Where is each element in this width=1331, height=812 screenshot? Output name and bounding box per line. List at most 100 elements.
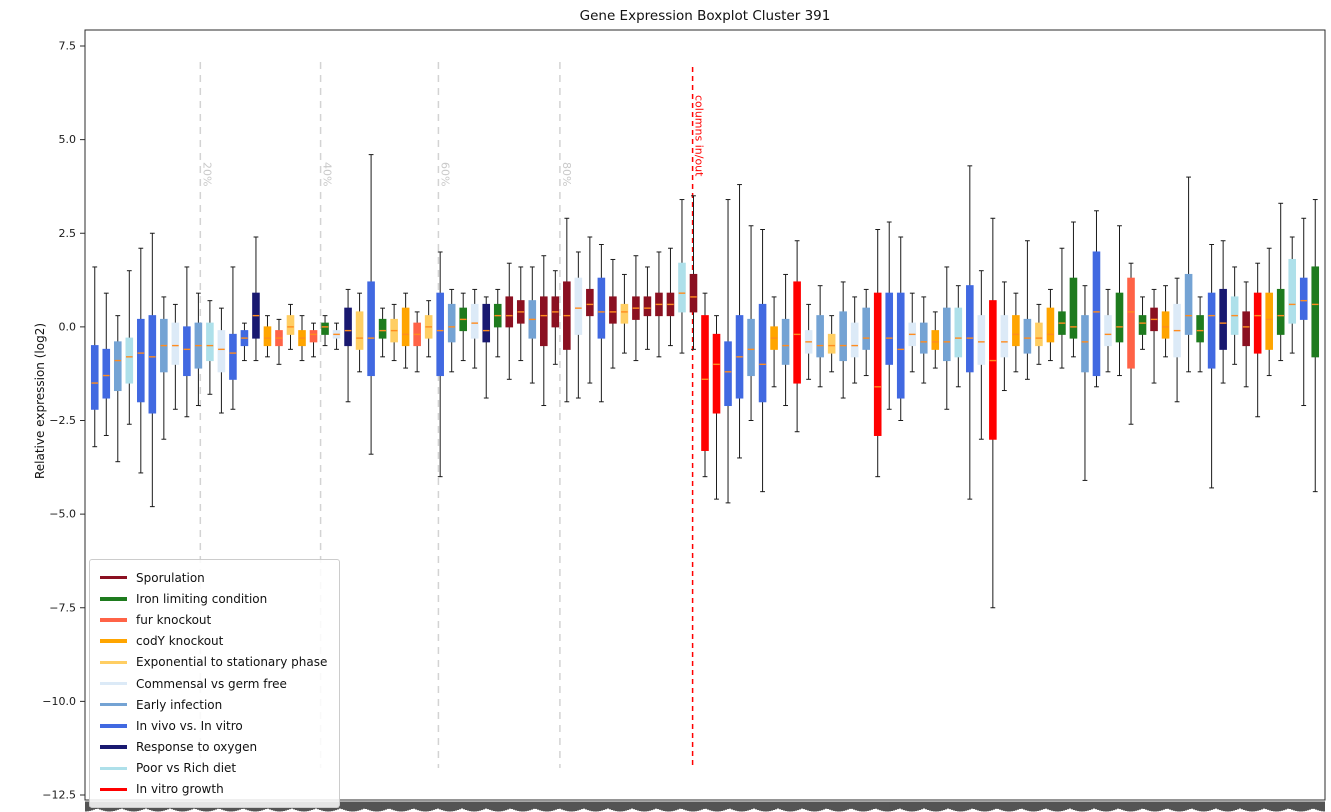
legend-item: Poor vs Rich diet [100, 758, 327, 779]
legend-swatch-icon [100, 575, 127, 580]
boxplot-cody [931, 311, 940, 369]
legend-label: Iron limiting condition [136, 591, 268, 606]
legend-swatch-icon [100, 724, 127, 728]
y-tick-label: −5.0 [49, 508, 76, 521]
boxplot-iv [102, 292, 111, 436]
boxplot-exp [286, 303, 295, 350]
boxplot-iv [240, 322, 249, 362]
y-tick-label: −7.5 [49, 601, 76, 614]
boxplot-iv [90, 266, 99, 448]
boxplot-iv [1207, 243, 1216, 489]
percent-label: 40% [321, 162, 334, 186]
boxplot-sp [505, 262, 514, 380]
y-tick-label: 2.5 [59, 227, 77, 240]
boxplot-ei [919, 296, 928, 384]
boxplot-ir [1115, 225, 1124, 377]
boxplot-diet [1288, 236, 1297, 354]
boxplot-exp [827, 315, 836, 373]
boxplot-ei [447, 288, 456, 373]
legend-item: Exponential to stationary phase [100, 652, 327, 673]
boxplot-com [1000, 281, 1009, 392]
boxplot-cody [1012, 292, 1020, 373]
legend-swatch-icon [100, 702, 127, 707]
boxplot-ox [344, 288, 352, 403]
y-tick-label: −12.5 [42, 789, 76, 802]
boxplot-fur [413, 311, 421, 373]
boxplot-sp [563, 217, 571, 403]
boxplot-iv [966, 165, 974, 500]
boxplot-vitro [712, 315, 721, 500]
boxplot-ir [1276, 202, 1285, 362]
legend-label: Exponential to stationary phase [136, 655, 328, 670]
boxplot-cody [401, 292, 410, 369]
boxplot-com [332, 322, 341, 350]
boxplot-sp [516, 266, 525, 362]
boxplot-ir [1138, 296, 1147, 350]
boxplot-vitro [873, 229, 882, 478]
boxplot-iv [885, 221, 894, 410]
boxplot-ei [942, 266, 951, 410]
boxplot-ir [321, 315, 329, 347]
boxplot-ox [482, 296, 491, 399]
boxplot-sp [632, 255, 640, 362]
percent-label: 80% [560, 162, 573, 186]
boxplot-ei [747, 225, 755, 421]
legend-item: In vitro growth [100, 779, 327, 800]
x-tick-labels-overlapping [85, 801, 1325, 812]
boxplot-iv [367, 154, 375, 455]
boxplot-cody [263, 315, 272, 358]
boxplot-com [574, 251, 583, 399]
legend-item: Early infection [100, 694, 327, 715]
boxplot-iv [137, 247, 145, 474]
boxplot-ei [113, 315, 122, 463]
boxplot-sp [540, 255, 548, 407]
legend-item: In vivo vs. In vitro [100, 715, 327, 736]
boxplot-com [804, 303, 813, 380]
boxplot-iv [1299, 217, 1308, 407]
legend-swatch-icon [100, 639, 127, 643]
boxplot-exp [620, 273, 629, 354]
legend-swatch-icon [100, 660, 127, 665]
boxplot-iv [148, 232, 157, 508]
boxplot-sp [666, 247, 675, 347]
legend-label: Poor vs Rich diet [136, 761, 237, 776]
boxplot-ei [862, 288, 870, 377]
legend-swatch-icon [100, 766, 127, 771]
boxplot-iv [735, 184, 744, 459]
boxplot-cody [1046, 288, 1055, 362]
legend-label: In vitro growth [136, 782, 224, 797]
boxplot-iv [724, 199, 732, 504]
boxplot-sp [586, 236, 594, 384]
legend-label: In vivo vs. In vitro [136, 718, 243, 733]
legend-item: Sporulation [100, 567, 327, 588]
boxplot-iv [183, 266, 191, 418]
legend-swatch-icon [100, 597, 127, 601]
legend: Sporulation Iron limiting condition fur kn… [89, 559, 341, 809]
boxplot-ei [1184, 176, 1193, 373]
boxplot-com [1173, 277, 1181, 403]
percent-label: 60% [438, 162, 451, 186]
boxplot-sp [1150, 288, 1158, 384]
boxplot-fur [1127, 262, 1135, 425]
boxplot-ei [816, 285, 824, 388]
boxplot-ir [459, 292, 468, 362]
boxplot-cody [770, 296, 778, 388]
boxplot-ei [781, 273, 790, 407]
boxplot-diet [954, 285, 963, 388]
boxplot-vitro [1253, 262, 1262, 418]
legend-label: Response to oxygen [136, 740, 258, 755]
boxplot-sp [551, 270, 560, 365]
boxplot-iv [896, 236, 905, 421]
boxplot-diet [678, 199, 686, 354]
boxplot-iv [597, 243, 606, 403]
boxplot-ir [1311, 199, 1320, 493]
boxplot-ei [1023, 240, 1032, 380]
boxplot-com [1104, 288, 1112, 373]
y-tick-label: −10.0 [42, 695, 76, 708]
legend-label: Sporulation [136, 570, 205, 585]
boxplot-com [171, 303, 180, 410]
legend-item: Commensal vs germ free [100, 673, 327, 694]
legend-swatch-icon [100, 681, 127, 686]
y-tick-label: −2.5 [49, 414, 76, 427]
